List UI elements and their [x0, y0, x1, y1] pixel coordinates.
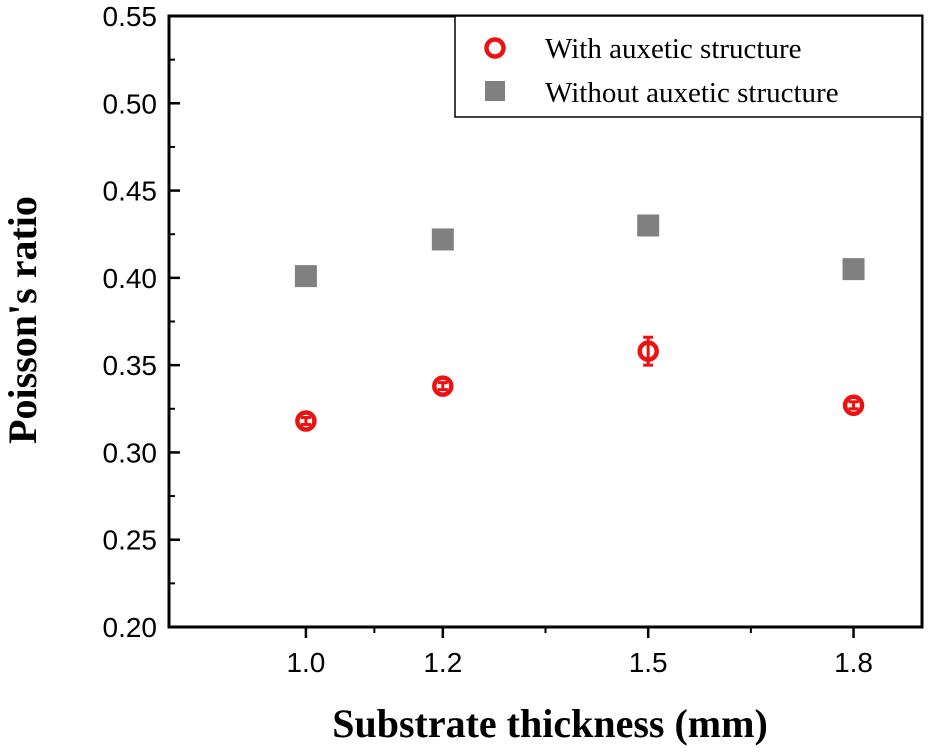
legend-frame	[454, 15, 923, 118]
x-tick-label: 1.0	[286, 647, 325, 678]
x-tick-label: 1.5	[629, 647, 668, 678]
y-tick-label: 0.20	[103, 612, 158, 643]
point-with-auxetic	[432, 375, 454, 397]
y-tick-label: 0.55	[103, 1, 158, 32]
point-without-auxetic	[431, 228, 454, 251]
y-axis-title: Poisson's ratio	[0, 196, 45, 444]
point-without-auxetic	[842, 258, 865, 281]
point-without-auxetic	[637, 214, 660, 237]
x-tick-label: 1.2	[423, 647, 462, 678]
x-axis: 1.0 1.2 1.5 1.8	[286, 627, 873, 678]
y-tick-label: 0.45	[103, 176, 158, 207]
legend: With auxetic structure Without auxetic s…	[454, 15, 923, 118]
x-tick-label: 1.8	[834, 647, 873, 678]
legend-item-without: Without auxetic structure	[485, 77, 839, 109]
point-with-auxetic	[295, 410, 317, 432]
legend-item-with: With auxetic structure	[484, 33, 802, 65]
y-tick-label: 0.30	[103, 437, 158, 468]
y-axis: 0.20 0.25 0.30 0.35 0.40 0.45 0.50 0.55	[103, 1, 180, 643]
y-tick-label: 0.25	[103, 525, 158, 556]
point-with-auxetic	[842, 394, 865, 417]
legend-marker-with	[484, 37, 506, 59]
series-layer	[294, 214, 865, 432]
x-axis-title: Substrate thickness (mm)	[332, 701, 768, 746]
legend-marker-without	[485, 81, 505, 101]
y-tick-label: 0.50	[103, 88, 158, 119]
legend-label-without: Without auxetic structure	[545, 77, 839, 109]
y-tick-label: 0.40	[103, 263, 158, 294]
legend-label-with: With auxetic structure	[545, 33, 802, 65]
y-tick-label: 0.35	[103, 350, 158, 381]
point-without-auxetic	[294, 265, 317, 288]
point-with-auxetic	[637, 340, 659, 362]
